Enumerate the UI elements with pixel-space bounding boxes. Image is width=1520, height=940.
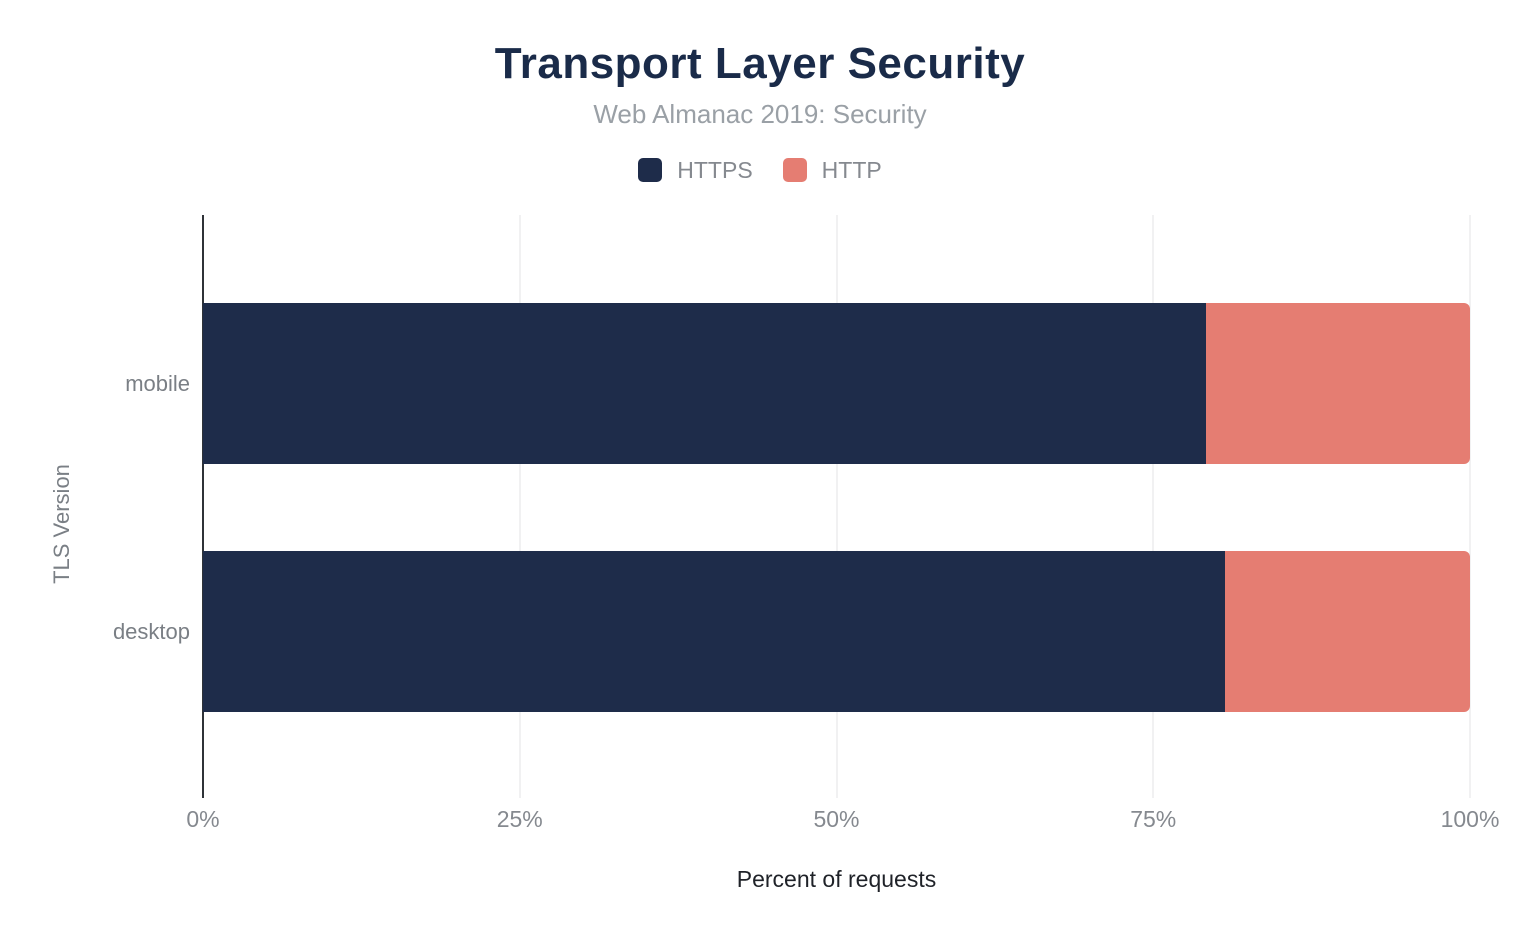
y-axis-title: TLS Version [49, 464, 74, 584]
category-label-mobile: mobile [125, 370, 190, 396]
legend-label-https: HTTPS [677, 156, 753, 183]
legend: HTTPS HTTP [0, 156, 1520, 184]
legend-swatch-https [638, 158, 663, 182]
legend-label-http: HTTP [821, 156, 882, 183]
bar-segment-mobile-http[interactable] [1206, 303, 1470, 464]
legend-item-https[interactable]: HTTPS [638, 156, 753, 183]
gridline-25% [518, 215, 521, 798]
bar-segment-desktop-https[interactable] [203, 551, 1226, 712]
chart-subtitle: Web Almanac 2019: Security [593, 99, 927, 129]
bar-segment-mobile-https[interactable] [203, 303, 1207, 464]
plot-area [202, 215, 1471, 798]
x-tick-label-100%: 100% [1440, 806, 1500, 832]
x-tick-label-25%: 25% [496, 806, 543, 832]
bar-row-mobile [203, 303, 1470, 464]
bar-row-desktop [203, 551, 1470, 712]
gridline-100% [1469, 215, 1471, 798]
x-tick-label-0%: 0% [186, 806, 220, 832]
chart-title: Transport Layer Security [494, 39, 1026, 88]
x-tick-label-50%: 50% [813, 806, 860, 832]
legend-swatch-http [782, 158, 807, 182]
y-axis-line [202, 215, 204, 798]
gridline-75% [1152, 215, 1155, 798]
x-tick-label-75%: 75% [1130, 806, 1177, 832]
gridline-50% [835, 215, 838, 798]
bar-segment-desktop-http[interactable] [1225, 551, 1470, 712]
x-axis-title: Percent of requests [736, 866, 937, 892]
category-label-desktop: desktop [112, 618, 190, 644]
legend-item-http[interactable]: HTTP [782, 156, 882, 183]
